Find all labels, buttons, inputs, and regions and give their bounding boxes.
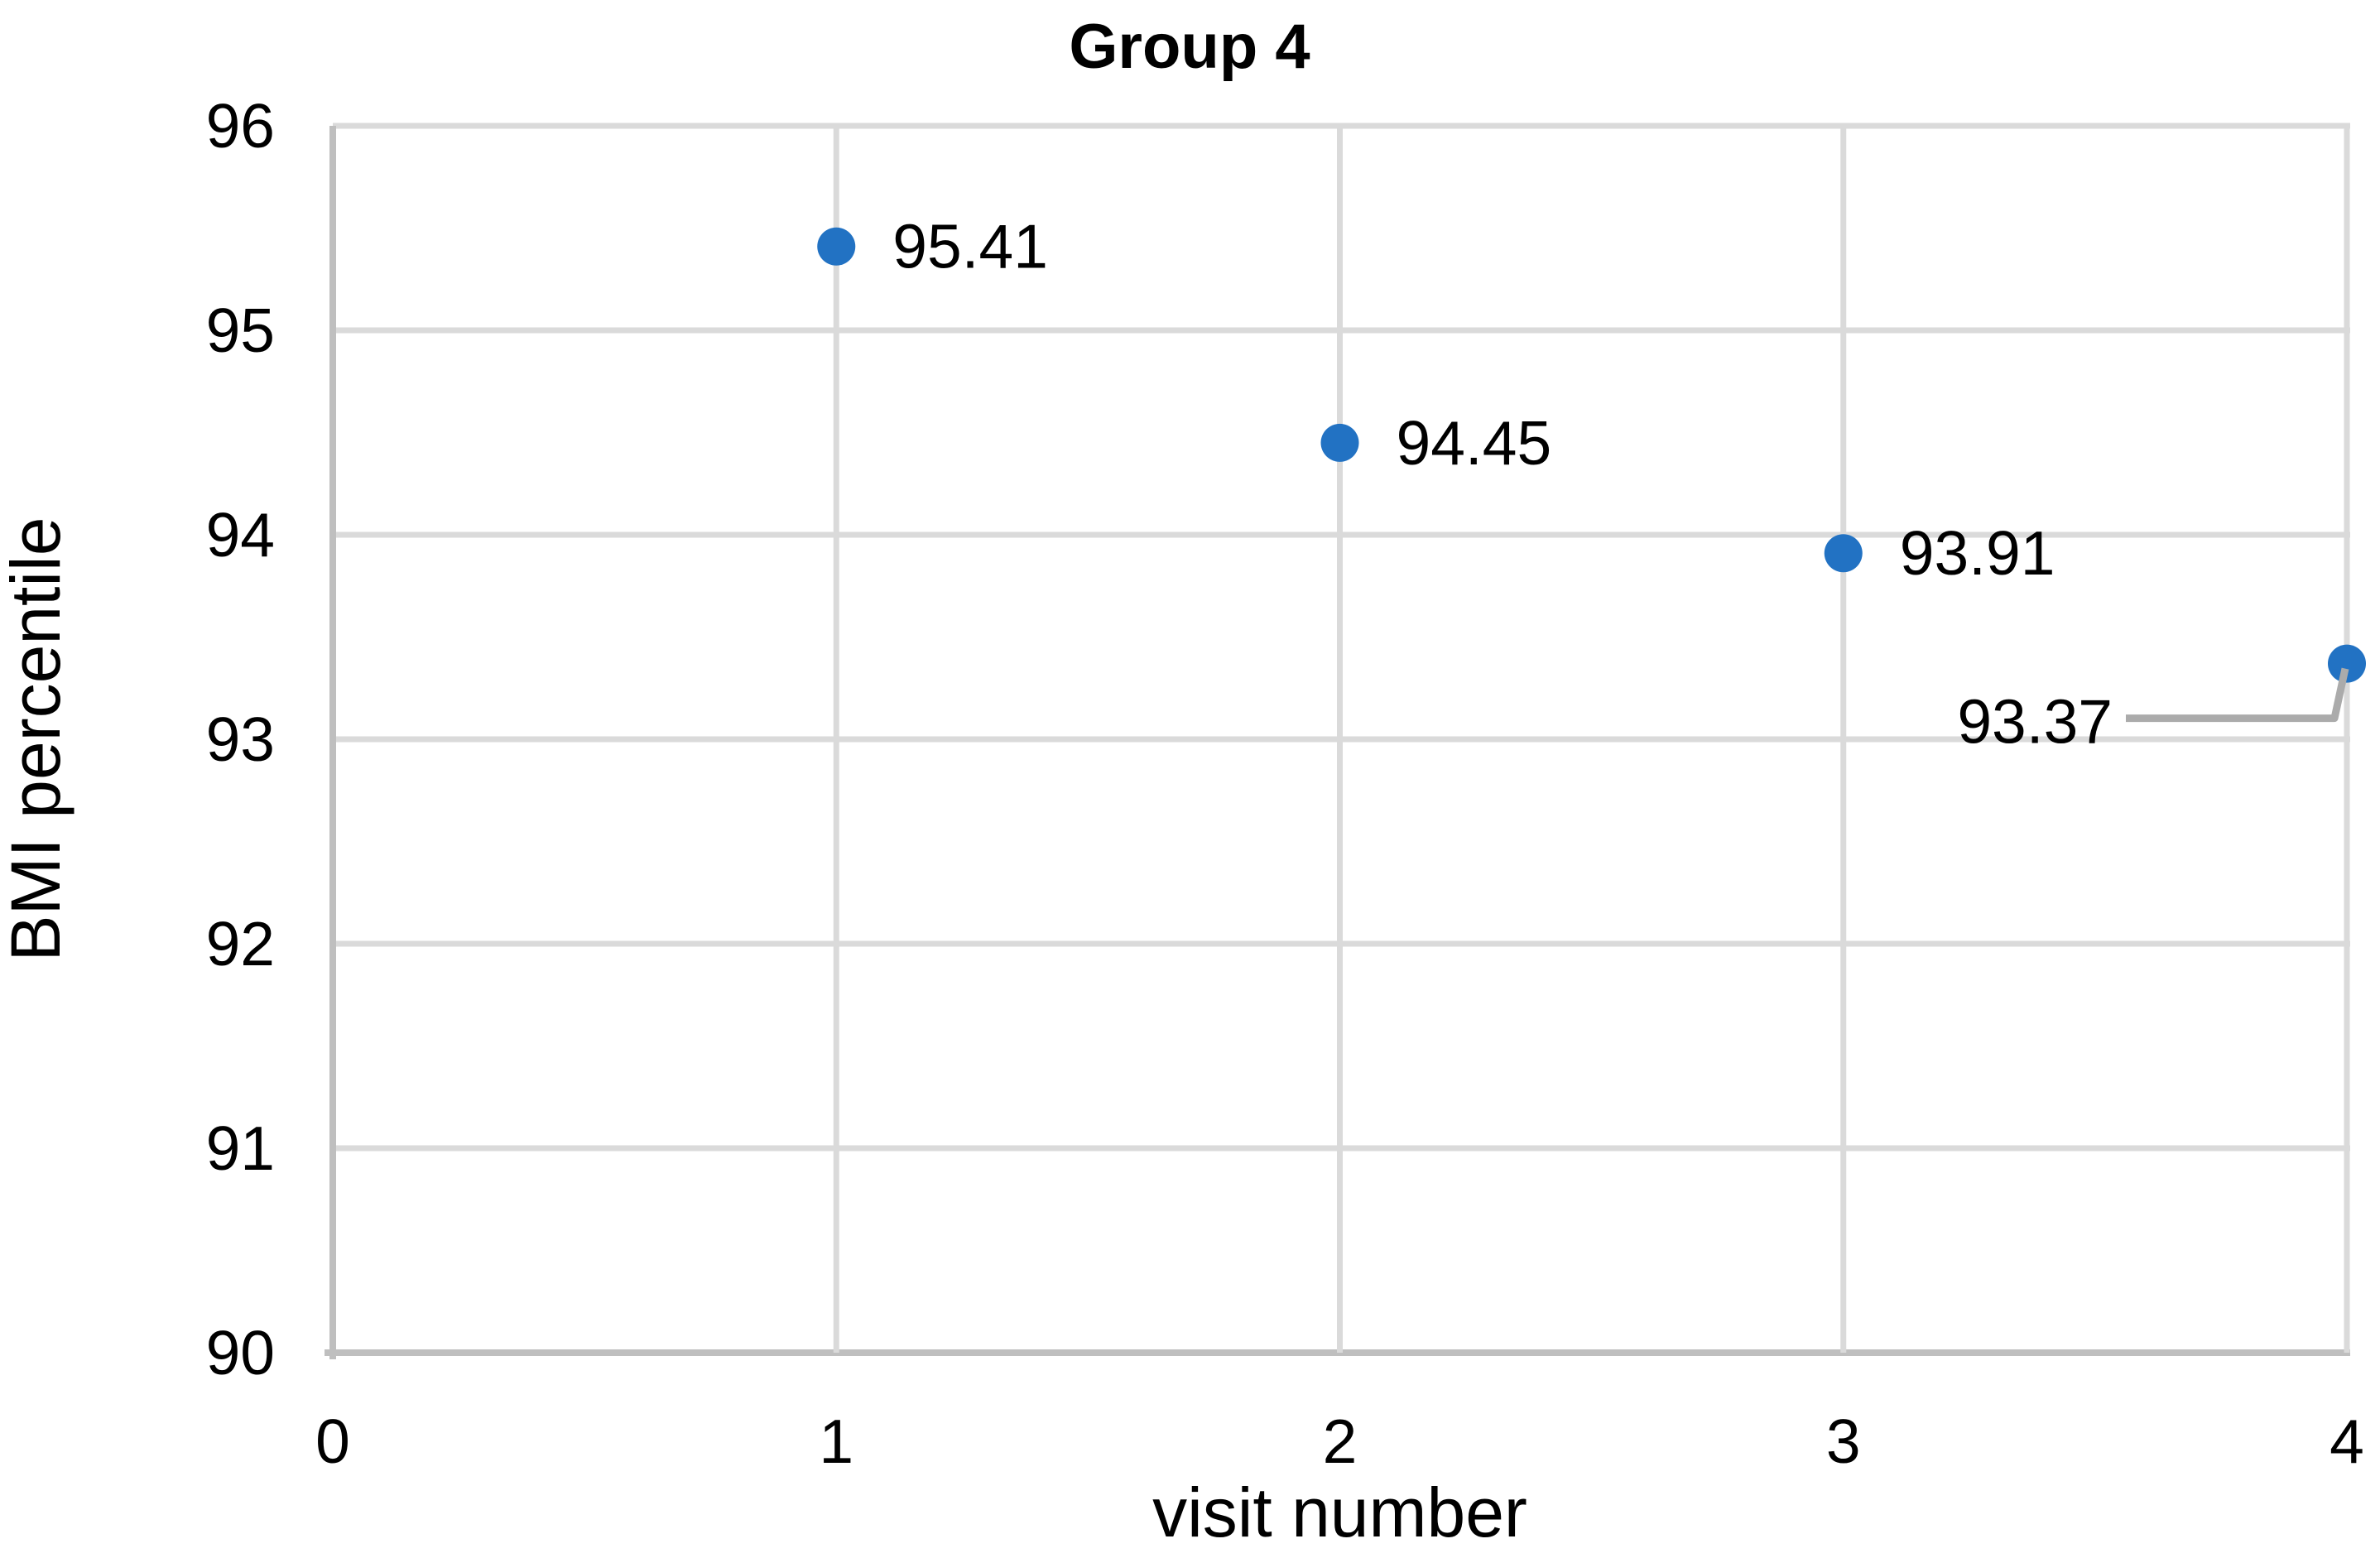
y-tick-label: 95 — [206, 296, 275, 365]
y-tick-label: 92 — [206, 909, 275, 979]
x-tick-label: 4 — [2330, 1407, 2364, 1476]
y-axis-title: BMI percentile — [0, 517, 75, 962]
data-point — [1320, 423, 1359, 462]
chart-title: Group 4 — [1069, 12, 1310, 82]
y-tick-label: 96 — [206, 91, 275, 161]
data-label: 93.91 — [1900, 518, 2055, 588]
data-label: 94.45 — [1397, 408, 1552, 478]
y-tick-label: 93 — [206, 704, 275, 774]
data-label-leader-line — [2126, 667, 2349, 723]
x-axis-title: visit number — [1152, 1474, 1527, 1551]
y-tick-label: 91 — [206, 1113, 275, 1183]
y-tick-label: 90 — [206, 1318, 275, 1387]
x-tick-label: 3 — [1826, 1407, 1861, 1476]
data-point — [1824, 534, 1863, 573]
data-label: 93.37 — [1957, 687, 2113, 757]
data-point — [817, 227, 856, 266]
x-tick-label: 2 — [1323, 1407, 1358, 1476]
x-tick-label: 0 — [315, 1407, 350, 1476]
x-tick-label: 1 — [819, 1407, 853, 1476]
data-label: 95.41 — [892, 212, 1048, 281]
y-tick-label: 94 — [206, 500, 275, 570]
data-point — [2328, 644, 2366, 683]
